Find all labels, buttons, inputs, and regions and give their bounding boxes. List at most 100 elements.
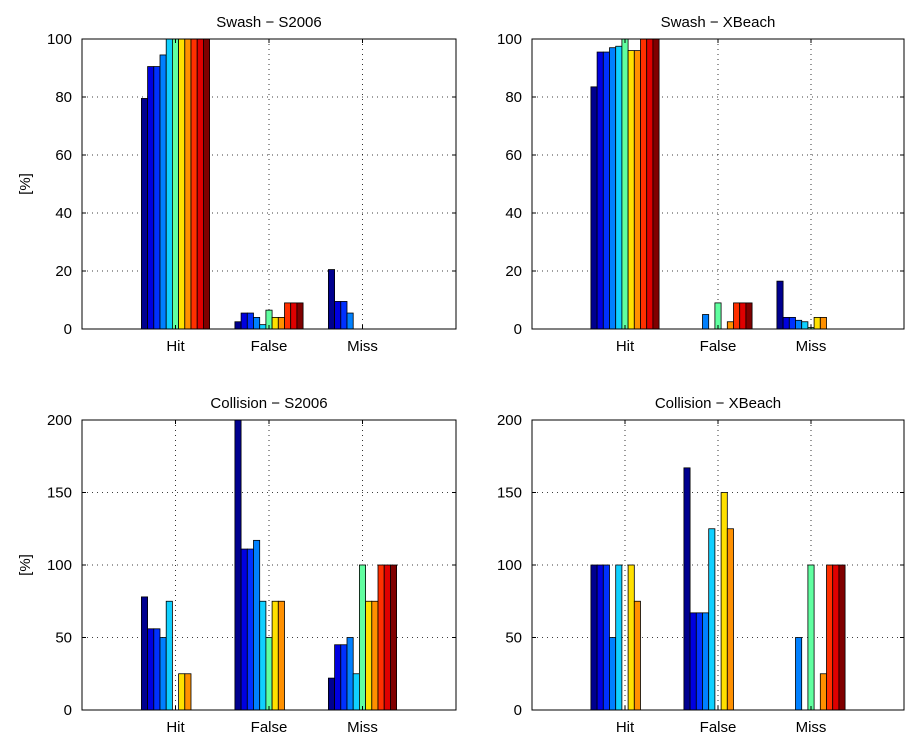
x-tick-label: Hit (166, 338, 185, 355)
x-tick-label: Miss (796, 719, 827, 736)
y-tick-label: 100 (47, 557, 72, 574)
bar (801, 321, 809, 330)
y-tick-label: 0 (64, 702, 72, 719)
x-tick-label: Miss (347, 719, 378, 736)
bar (739, 302, 747, 330)
bar (259, 600, 267, 711)
y-tick-label: 80 (505, 89, 522, 106)
bar (346, 637, 354, 711)
bar (708, 528, 716, 711)
y-tick-label: 50 (55, 630, 72, 647)
y-tick-label: 40 (55, 205, 72, 222)
bar (234, 419, 242, 711)
bar (627, 50, 635, 330)
bar (596, 51, 604, 330)
bar (165, 600, 173, 711)
y-tick-label: 40 (505, 205, 522, 222)
y-axis-label: [%] (17, 554, 34, 576)
x-tick-label: False (700, 719, 737, 736)
y-tick-label: 20 (505, 263, 522, 280)
y-tick-label: 0 (514, 321, 522, 338)
chart-panel-2: 0 20 40 60 80 100 Hit False Miss Swash − XBeach (497, 14, 905, 355)
bar (153, 66, 161, 330)
x-tick-label: Hit (166, 719, 185, 736)
bar (389, 564, 397, 711)
bar (290, 302, 298, 330)
x-tick-label: Miss (347, 338, 378, 355)
bar (159, 54, 167, 330)
bar (627, 564, 635, 711)
bar (621, 38, 629, 330)
x-tick-label: False (251, 719, 288, 736)
chart-title: Collision − XBeach (655, 395, 781, 412)
bar (140, 98, 148, 330)
bar (190, 38, 198, 330)
bar (596, 564, 604, 711)
bar (383, 564, 391, 711)
y-tick-label: 0 (64, 321, 72, 338)
bar (695, 612, 703, 711)
x-tick-label: Hit (616, 719, 635, 736)
bar (140, 596, 148, 711)
bar (720, 492, 728, 711)
bar (327, 677, 335, 711)
bar (371, 600, 379, 711)
bar (327, 269, 335, 330)
bar (782, 316, 790, 330)
bar (832, 564, 840, 711)
chart-panel-4: 0 50 100 150 200 Hit False Miss Collision − XBea… (497, 395, 905, 736)
bar (590, 564, 598, 711)
bar (807, 564, 815, 711)
bar (346, 312, 354, 330)
bar (334, 644, 342, 711)
bar (277, 600, 285, 711)
y-axis-label: [%] (17, 173, 34, 195)
bar (745, 302, 753, 330)
bar (689, 612, 697, 711)
bar (284, 302, 292, 330)
bar (202, 38, 210, 330)
bar (240, 548, 248, 711)
bar (646, 38, 654, 330)
bar (776, 280, 784, 330)
bar (271, 600, 279, 711)
x-tick-label: Hit (616, 338, 635, 355)
bar (702, 612, 710, 711)
bar (819, 316, 827, 330)
bar (271, 316, 279, 330)
x-tick-label: False (700, 338, 737, 355)
bar (253, 539, 261, 711)
bar (246, 548, 254, 711)
bar (240, 312, 248, 330)
bar (253, 316, 261, 330)
bar (184, 38, 192, 330)
bar (795, 637, 803, 711)
y-tick-label: 100 (497, 31, 522, 48)
y-tick-label: 200 (497, 412, 522, 429)
y-tick-label: 60 (55, 147, 72, 164)
bar (147, 628, 155, 711)
bar (788, 316, 796, 330)
bar (795, 319, 803, 330)
y-tick-label: 80 (55, 89, 72, 106)
bar (178, 673, 186, 711)
x-tick-label: Miss (796, 338, 827, 355)
bar (340, 301, 348, 330)
y-tick-label: 20 (55, 263, 72, 280)
chart-title: Swash − S2006 (216, 14, 322, 31)
bar (819, 673, 827, 711)
bar (147, 66, 155, 330)
bar (813, 316, 821, 330)
bar (365, 600, 373, 711)
x-tick-label: False (251, 338, 288, 355)
bar (615, 45, 623, 330)
bar (334, 301, 342, 330)
bar (184, 673, 192, 711)
bar (652, 38, 660, 330)
bar (196, 38, 204, 330)
bar (296, 302, 304, 330)
chart-title: Collision − S2006 (210, 395, 327, 412)
bar (726, 321, 734, 330)
bar (633, 600, 641, 711)
bar (602, 51, 610, 330)
